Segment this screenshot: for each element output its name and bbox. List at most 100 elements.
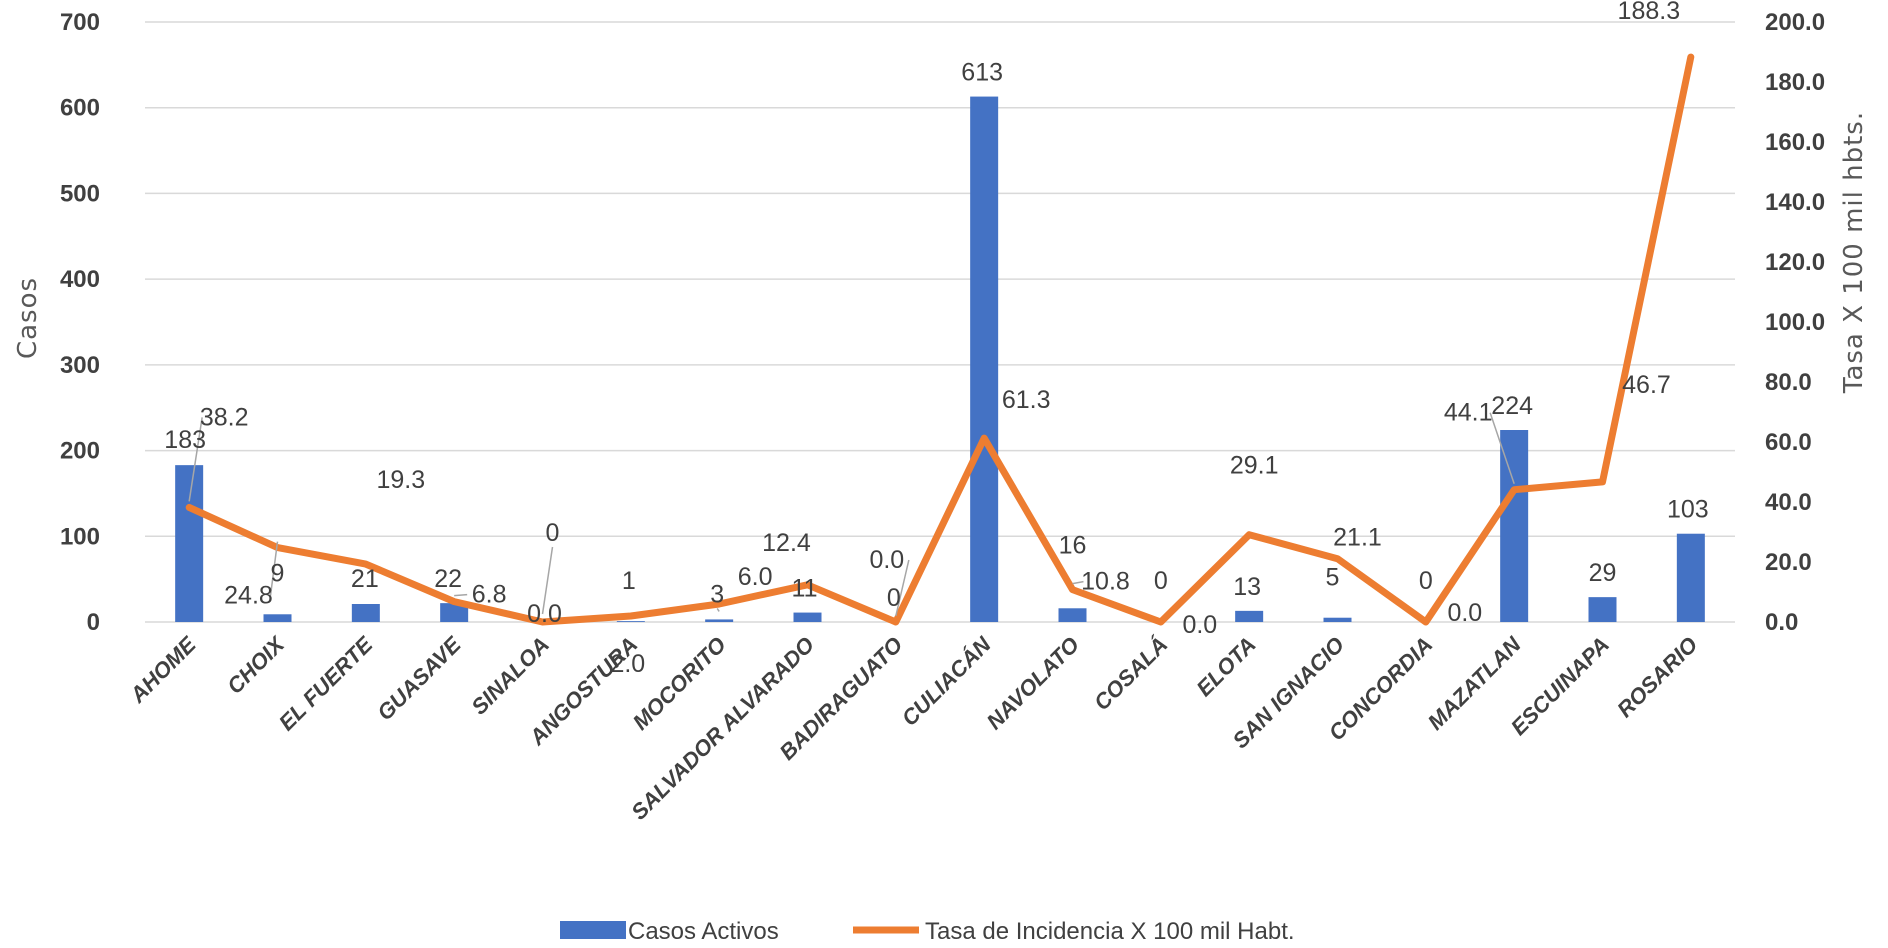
rate-data-label: 188.3 <box>1618 0 1681 25</box>
bar-data-label: 224 <box>1491 392 1533 420</box>
rate-label-leader <box>1489 412 1515 484</box>
bar-data-label: 0 <box>1419 567 1433 595</box>
legend-swatch-casos-activos <box>560 921 626 939</box>
right-axis-tick-label: 120.0 <box>1765 249 1825 276</box>
right-axis-tick-label: 60.0 <box>1765 429 1812 456</box>
bar-data-label: 16 <box>1059 531 1087 559</box>
legend-label-tasa: Tasa de Incidencia X 100 mil Habt. <box>925 918 1295 945</box>
bar-data-label: 5 <box>1326 564 1340 592</box>
right-axis-tick-label: 80.0 <box>1765 369 1812 396</box>
rate-point <box>981 435 987 441</box>
bar-mocorito <box>705 619 734 622</box>
bar-data-label: 29 <box>1589 559 1617 587</box>
rate-point <box>893 619 899 625</box>
category-label: ELOTA <box>1191 632 1260 701</box>
rate-data-label: 0.0 <box>869 546 904 574</box>
left-axis-tick-label: 0 <box>87 609 100 636</box>
rate-data-label: 10.8 <box>1081 568 1130 596</box>
rate-point <box>805 582 810 588</box>
rate-data-label: 0.0 <box>1182 611 1217 639</box>
legend: Casos Activos Tasa de Incidencia X 100 m… <box>560 918 1295 945</box>
bar-data-label: 3 <box>710 580 724 608</box>
rate-data-label: 0.0 <box>527 600 562 628</box>
bar-rosario <box>1676 533 1705 622</box>
line-series-tasa <box>185 53 1695 626</box>
left-axis-title: Casos <box>13 277 43 359</box>
bar-san-ignacio <box>1323 617 1352 622</box>
bar-data-label: 0 <box>1154 567 1168 595</box>
bar-label-leader <box>541 546 554 615</box>
bar-data-label: 21 <box>351 565 379 593</box>
rate-data-label: 19.3 <box>376 466 425 494</box>
right-axis-tick-label: 20.0 <box>1765 549 1812 576</box>
bar-choix <box>263 614 292 622</box>
rate-data-label: 29.1 <box>1230 452 1279 480</box>
bar-ahome <box>175 465 204 622</box>
rate-point <box>451 599 457 605</box>
rate-point <box>186 504 192 510</box>
rate-label-leader <box>188 417 203 502</box>
rate-data-label: 38.2 <box>200 403 249 431</box>
rate-line <box>185 53 1695 626</box>
rate-point <box>1158 619 1164 625</box>
bar-salvador-alvarado <box>793 612 822 622</box>
bar-elota <box>1235 610 1264 622</box>
right-axis-tick-label: 100.0 <box>1765 309 1825 336</box>
category-label: SINALOA <box>466 632 554 720</box>
bar-mazatlan <box>1500 430 1529 622</box>
category-label: AHOME <box>124 631 201 708</box>
left-axis-tick-label: 600 <box>60 95 100 122</box>
rate-data-label: 21.1 <box>1333 524 1382 552</box>
rate-label-leader <box>895 559 910 617</box>
left-axis-tick-label: 200 <box>60 438 100 465</box>
rate-data-label: 6.0 <box>738 563 773 591</box>
bar-data-label: 613 <box>961 59 1003 87</box>
rate-point <box>1335 556 1340 562</box>
right-axis-tick-label: 200.0 <box>1765 9 1825 36</box>
right-axis-title: Tasa X 100 mil hbts. <box>1839 111 1869 394</box>
bar-data-label: 13 <box>1233 573 1261 601</box>
category-label: ROSARIO <box>1612 632 1702 722</box>
rate-data-label: 6.8 <box>472 581 507 609</box>
rate-data-label: 24.8 <box>224 582 273 610</box>
rate-data-label: 12.4 <box>762 529 811 557</box>
rate-label-leader <box>1072 580 1084 585</box>
left-axis-tick-label: 700 <box>60 9 100 36</box>
rate-point <box>716 601 722 607</box>
rate-data-label: 44.1 <box>1444 399 1493 427</box>
rate-data-label: 61.3 <box>1002 386 1051 414</box>
rate-point <box>1688 54 1694 60</box>
rate-point <box>1246 532 1252 538</box>
right-axis-tick-label: 140.0 <box>1765 189 1825 216</box>
bar-data-label: 183 <box>164 426 206 454</box>
rate-label-leader <box>269 541 279 596</box>
bar-guasave <box>440 603 469 622</box>
left-axis-tick-label: 300 <box>60 352 100 379</box>
rate-data-label: 2.0 <box>610 650 645 678</box>
left-axis-ticks: 0 100 200 300 400 500 600 700 <box>60 9 100 636</box>
category-label: EL FUERTE <box>274 631 378 735</box>
bar-data-label: 11 <box>792 575 818 603</box>
bar-data-label: 0 <box>546 519 560 547</box>
bar-label-leader <box>716 608 720 612</box>
bar-data-label: 9 <box>271 559 285 587</box>
rate-point <box>1070 587 1075 593</box>
rate-label-leader <box>454 593 468 597</box>
bar-el-fuerte <box>351 604 380 622</box>
category-label: CHOIX <box>222 631 290 699</box>
rate-point <box>1511 487 1517 493</box>
category-label: NAVOLATO <box>982 632 1084 734</box>
left-axis-tick-label: 100 <box>60 523 100 550</box>
right-axis-tick-label: 40.0 <box>1765 489 1812 516</box>
rate-data-label: 46.7 <box>1622 371 1671 399</box>
bar-data-label: 22 <box>434 565 462 593</box>
right-axis-tick-label: 0.0 <box>1765 609 1798 636</box>
rate-point <box>363 561 369 567</box>
rate-point <box>540 619 545 625</box>
bar-data-label: 103 <box>1667 496 1709 524</box>
right-axis-tick-label: 180.0 <box>1765 69 1825 96</box>
bar-series-casos-activos <box>175 96 1705 623</box>
bar-culiacán <box>970 96 999 623</box>
